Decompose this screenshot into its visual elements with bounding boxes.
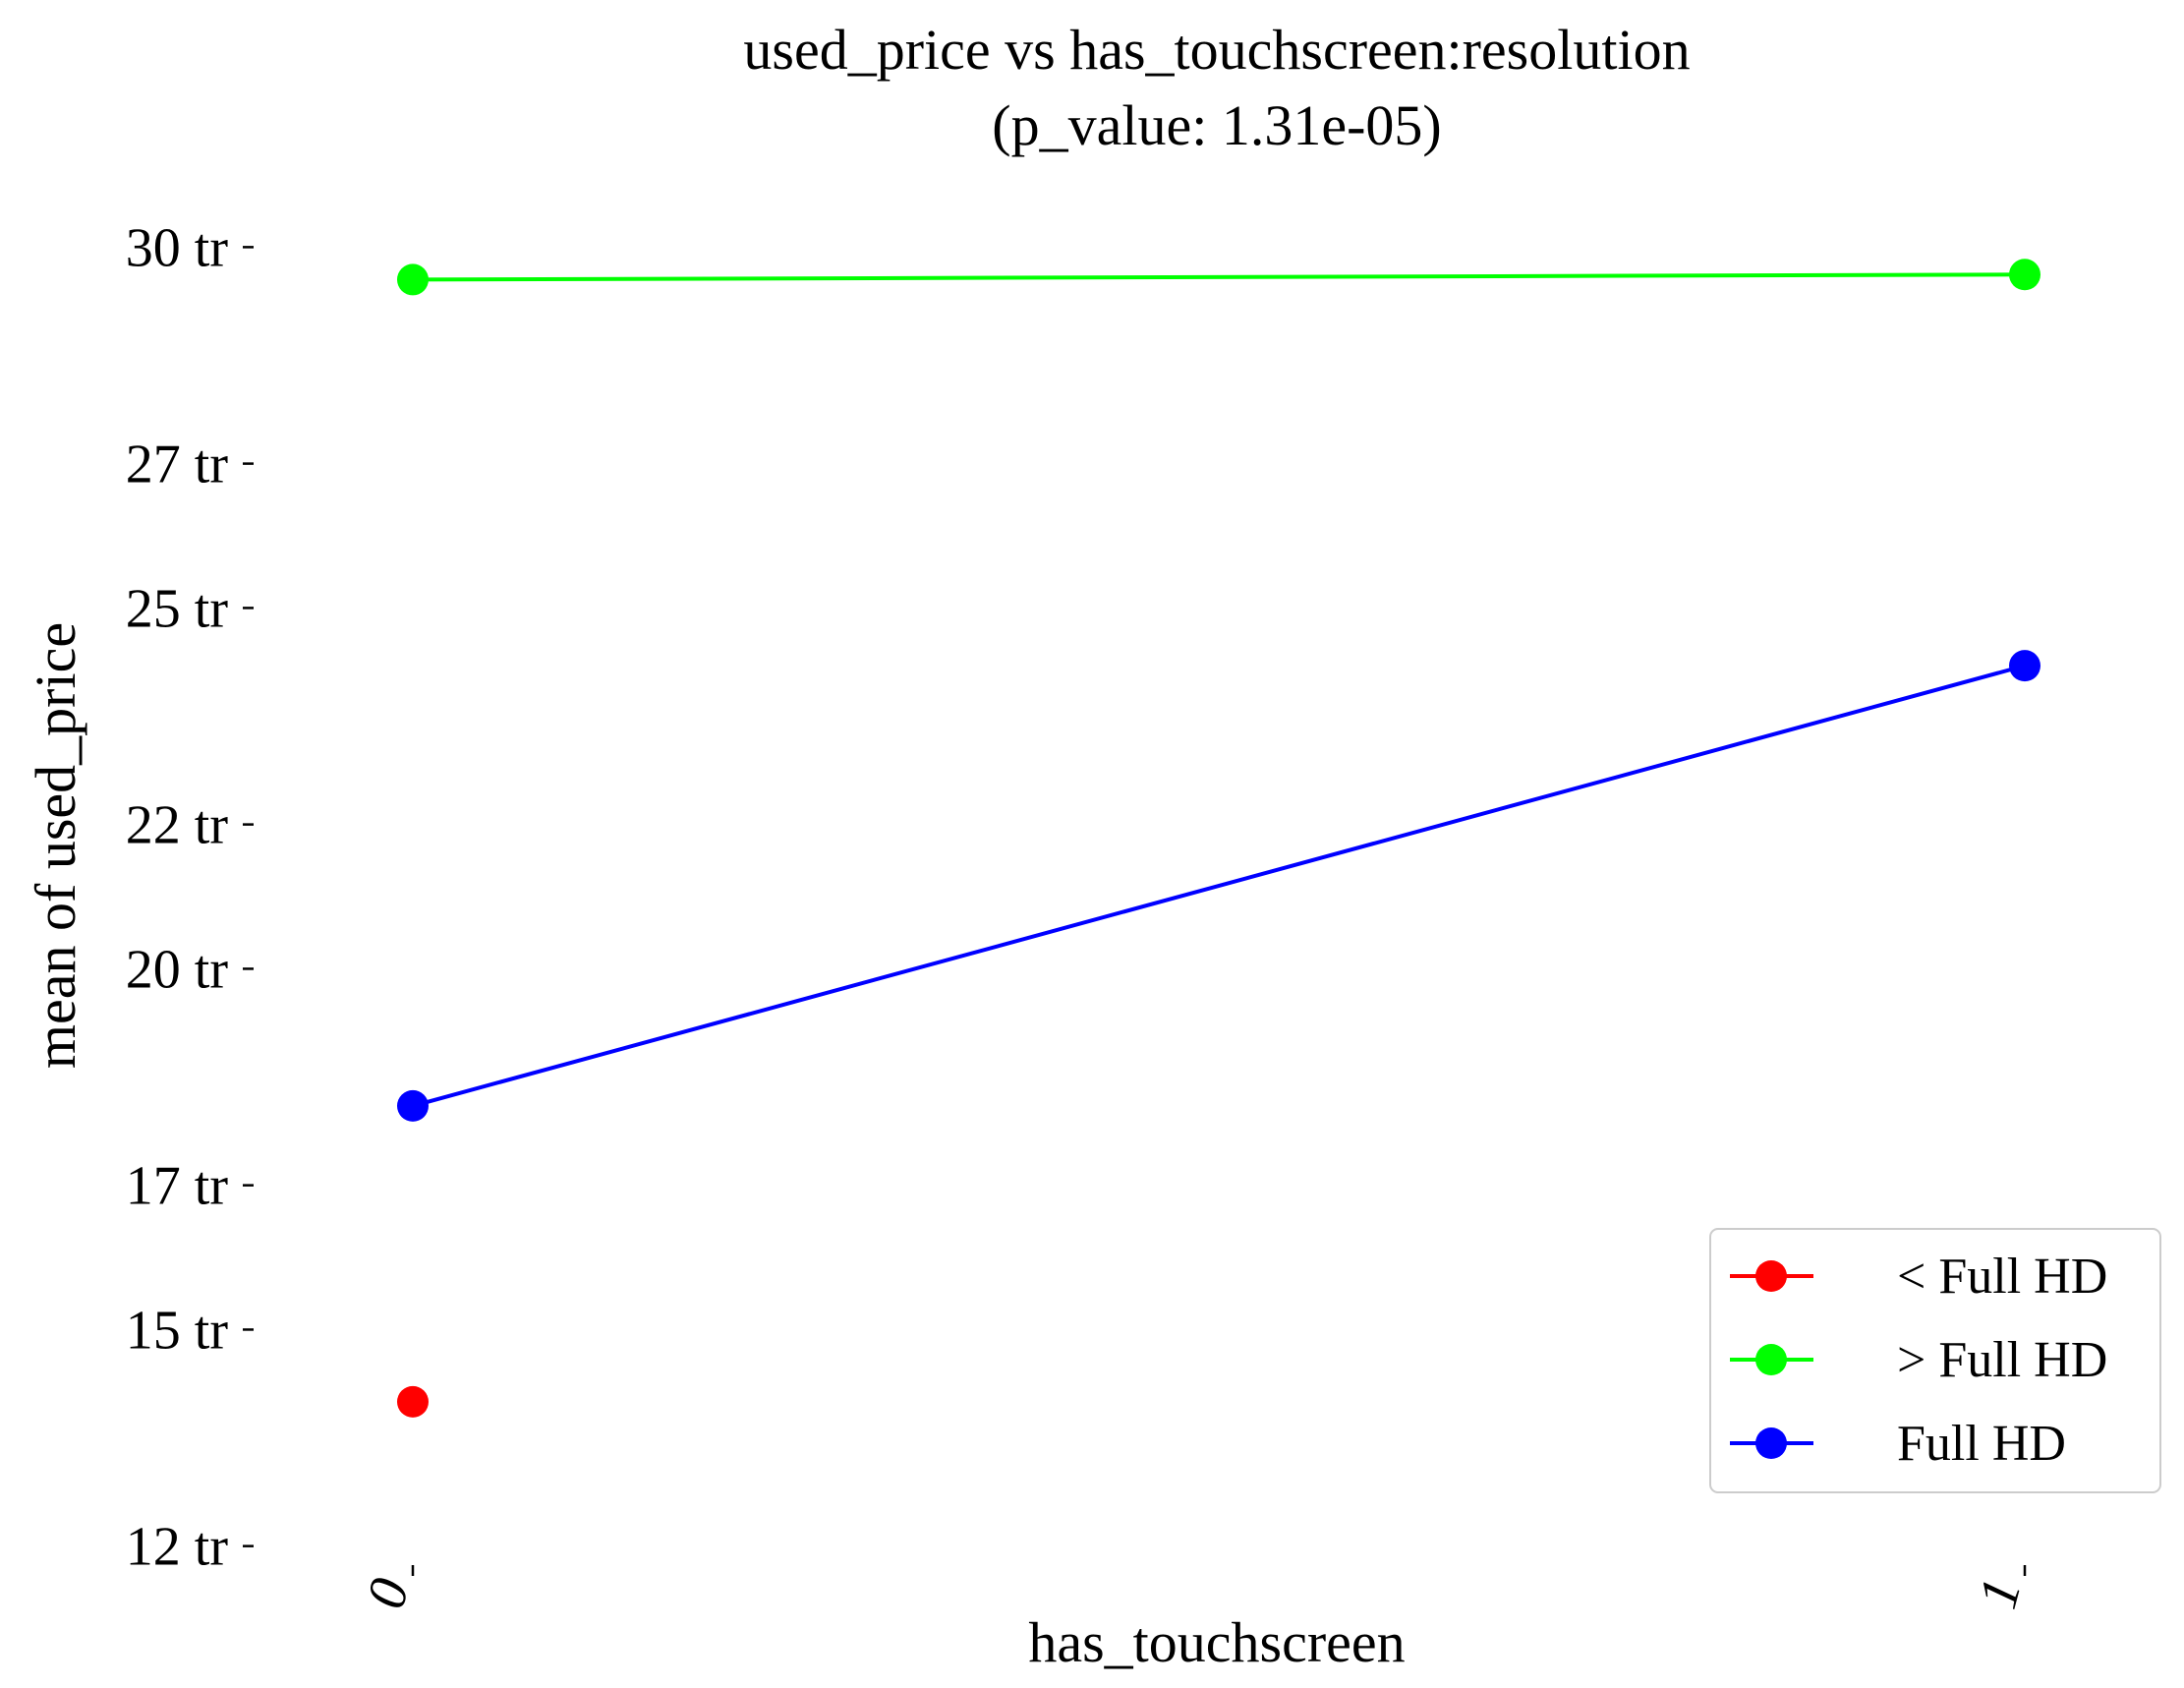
y-tick-label: 25 tr [126,578,229,639]
x-tick-label: 0 [355,1572,421,1614]
series-lt-full-hd [397,1385,429,1418]
y-tick-label: 12 tr [126,1517,229,1578]
chart-title: used_price vs has_touchscreen:resolution [743,18,1690,82]
series-layer [397,259,2040,1418]
data-point-full-hd [2009,650,2040,682]
y-tick-label: 27 tr [126,435,229,495]
data-point-gt-full-hd [2009,259,2040,291]
legend-item: Full HD [1730,1416,2066,1472]
x-tick-label: 1 [1967,1572,2033,1614]
y-tick-label: 30 tr [126,217,229,278]
y-axis: 12 tr 15 tr 17 tr 20 tr 22 tr 25 tr 27 tr 30 tr [126,217,254,1578]
legend-item: < Full HD [1730,1249,2107,1305]
legend-label: < Full HD [1897,1249,2107,1305]
data-point-lt-full-hd [397,1385,429,1418]
legend-marker [1755,1427,1787,1459]
y-tick-label: 20 tr [126,939,229,1000]
legend-marker [1755,1344,1787,1375]
data-point-gt-full-hd [397,263,429,296]
series-gt-full-hd [397,259,2040,296]
legend-box [1709,1228,2161,1493]
legend-item: > Full HD [1730,1332,2107,1388]
y-tick-label: 17 tr [126,1156,229,1217]
y-axis-label: mean of used_price [24,622,87,1069]
legend-label: > Full HD [1897,1332,2107,1388]
series-line-full-hd [412,664,2026,1108]
legend-label: Full HD [1897,1416,2066,1472]
series-full-hd [397,650,2040,1122]
chart-subtitle: (p_value: 1.31e-05) [992,93,1441,157]
legend: < Full HD > Full HD Full HD [1709,1228,2161,1493]
y-tick-label: 15 tr [126,1300,229,1361]
data-point-full-hd [397,1089,429,1122]
legend-marker [1755,1260,1787,1292]
series-line-gt-full-hd [412,272,2026,282]
y-tick-label: 22 tr [126,795,229,856]
x-axis-label: has_touchscreen [1028,1610,1405,1674]
